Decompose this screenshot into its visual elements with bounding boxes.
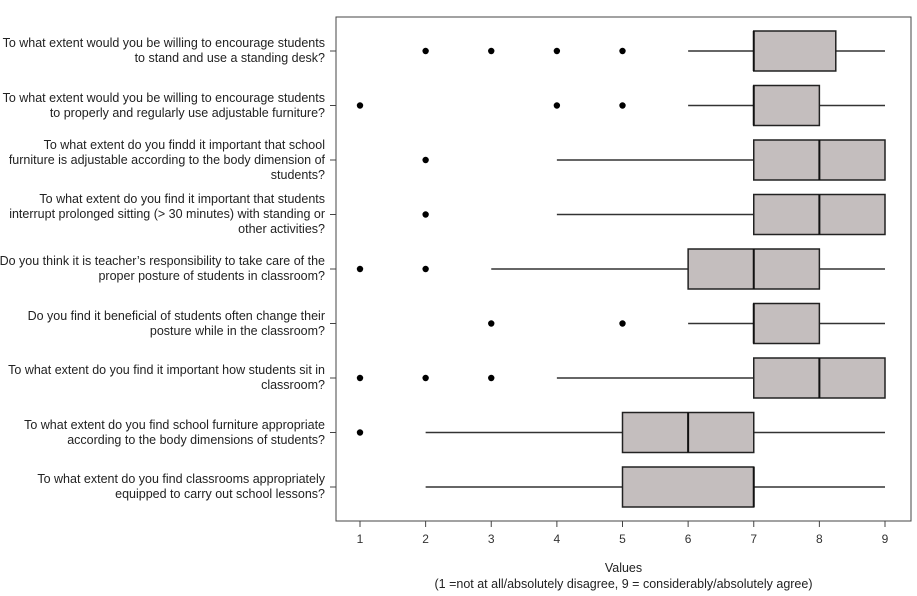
outlier-point: [422, 265, 429, 273]
category-label: To what extent do you find it important …: [9, 192, 325, 236]
x-tick-label: 9: [882, 532, 889, 546]
category-label: To what extent do you findd it important…: [8, 137, 325, 182]
box-5: [753, 302, 821, 345]
outlier-point: [619, 47, 626, 55]
x-tick-label: 6: [685, 532, 692, 546]
category-label: Do you think it is teacher’s responsibil…: [0, 254, 325, 283]
category-label: To what extent would you be willing to e…: [2, 90, 325, 120]
x-tick-label: 3: [488, 532, 495, 546]
category-label: Do you find it beneficial of students of…: [27, 308, 325, 338]
outlier-point: [553, 102, 561, 109]
outlier-point: [488, 47, 495, 55]
x-tick-label: 8: [816, 532, 823, 546]
outlier-point: [356, 102, 364, 109]
outlier-point: [356, 374, 364, 382]
category-label: To what extent would you be willing to e…: [2, 36, 325, 65]
outlier-point: [488, 374, 495, 382]
outlier-point: [422, 374, 429, 382]
box-8: [621, 466, 755, 508]
x-axis-title: Values: [604, 561, 643, 575]
x-tick-label: 7: [750, 532, 757, 546]
outlier-point: [619, 320, 626, 327]
outlier-point: [422, 156, 429, 164]
outlier-point: [356, 265, 364, 273]
outlier-point: [619, 102, 626, 109]
x-tick-label: 5: [619, 532, 626, 546]
box-1: [753, 84, 821, 127]
x-tick-label: 1: [357, 532, 364, 546]
box-0: [753, 30, 837, 72]
outlier-point: [356, 429, 364, 436]
outlier-point: [488, 320, 495, 327]
outlier-point: [422, 47, 429, 55]
outlier-point: [422, 211, 429, 218]
category-label: To what extent do you find school furnit…: [24, 417, 325, 447]
category-label: To what extent do you find it important …: [8, 363, 325, 392]
x-tick-label: 4: [554, 532, 561, 546]
x-axis-note: (1 =not at all/absolutely disagree, 9 = …: [434, 577, 813, 591]
outlier-point: [553, 47, 561, 55]
category-label: To what extent do you find classrooms ap…: [37, 472, 325, 501]
x-tick-label: 2: [422, 532, 429, 546]
